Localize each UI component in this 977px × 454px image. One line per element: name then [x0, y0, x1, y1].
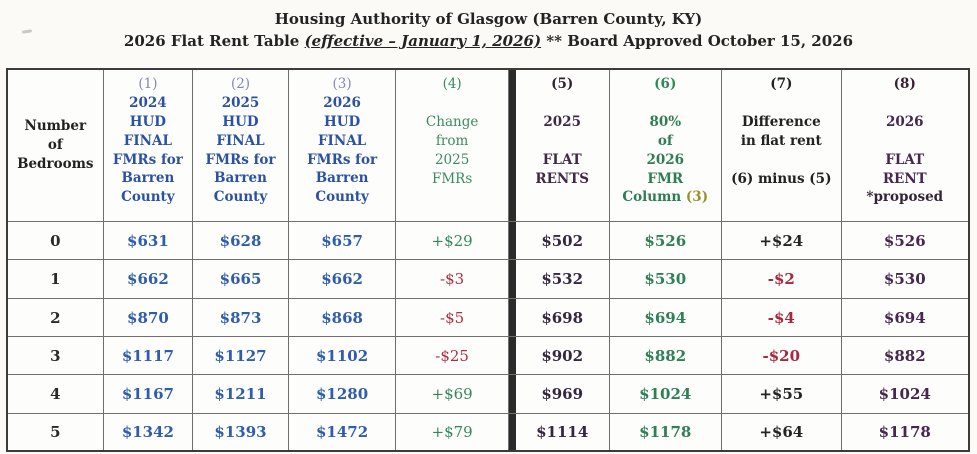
- col-header-2-label: 2025 HUD FINAL FMRs for Barren County: [205, 94, 276, 206]
- fmr-2024-cell: $662: [104, 260, 194, 298]
- col-header-5-label: 2025 FLAT RENTS: [535, 113, 590, 187]
- difference-cell: -$4: [722, 299, 842, 336]
- bedrooms-cell: 4: [8, 375, 104, 413]
- col-number-6: (6): [654, 76, 677, 92]
- bedrooms-cell: 2: [8, 299, 104, 336]
- title-line1: Housing Authority of Glasgow (Barren Cou…: [274, 10, 703, 28]
- difference-cell: +$55: [722, 375, 842, 413]
- proposed-flat-rent-cell: $1178: [878, 423, 931, 441]
- difference-cell: -$20: [722, 337, 842, 374]
- table-row: 4 $1167 $1211 $1280 +$69 $969 $1024 +$55…: [8, 375, 968, 414]
- flat-rent-2025-cell: $698: [508, 299, 610, 336]
- fmr-2025-cell: $665: [193, 260, 289, 298]
- col-number-7: (7): [770, 76, 793, 92]
- fmr-2026-cell: $1102: [289, 337, 397, 374]
- fmr-2026-cell: $662: [289, 260, 397, 298]
- difference-cell: -$2: [722, 260, 842, 298]
- col-header-8-proposed-flat-rent: (8) 2026 FLAT RENT *proposed: [842, 70, 968, 221]
- col-header-4-change: (4) Change from 2025 FMRs: [396, 70, 509, 221]
- col-header-1-2024-hud-fmr: (1) 2024 HUD FINAL FMRs for Barren Count…: [104, 70, 194, 221]
- table-row: 5 $1342 $1393 $1472 +$79 $1114 $1178 +$6…: [8, 414, 968, 450]
- change-cell: +$79: [396, 414, 509, 450]
- change-cell: -$5: [396, 299, 509, 336]
- proposed-flat-rent-cell: $1024: [878, 385, 931, 403]
- table-row: 1 $662 $665 $662 -$3 $532 $530 -$2 $530: [8, 260, 968, 299]
- flat-rent-2025-cell: $532: [508, 260, 610, 298]
- col-number-5: (5): [551, 76, 574, 92]
- col-header-3-label: 2026 HUD FINAL FMRs for Barren County: [307, 94, 378, 206]
- bedrooms-cell: 5: [8, 414, 104, 450]
- flat-rent-2025-cell: $902: [508, 337, 610, 374]
- change-cell: +$69: [396, 375, 509, 413]
- col-number-3: (3): [332, 76, 352, 92]
- col-header-7-difference: (7) Difference in flat rent (6) minus (5…: [722, 70, 842, 221]
- flat-rent-table: Number of Bedrooms (1) 2024 HUD FINAL FM…: [6, 68, 970, 452]
- pct80-fmr-cell: $530: [610, 260, 723, 298]
- pct80-fmr-cell: $882: [610, 337, 723, 374]
- pct80-fmr-cell: $1178: [610, 414, 723, 450]
- proposed-flat-rent-cell: $526: [883, 231, 926, 250]
- col-header-2-2025-hud-fmr: (2) 2025 HUD FINAL FMRs for Barren Count…: [193, 70, 289, 221]
- fmr-2025-cell: $1393: [193, 414, 289, 450]
- col-number-2: (2): [230, 76, 251, 92]
- fmr-2025-cell: $1127: [193, 337, 289, 374]
- change-cell: -$25: [396, 337, 509, 374]
- col-header-6-80pct-fmr: (6) 80% of 2026 FMR Column (3): [610, 70, 723, 221]
- fmr-2025-cell: $873: [193, 299, 289, 336]
- table-row: 3 $1117 $1127 $1102 -$25 $902 $882 -$20 …: [8, 337, 968, 375]
- col-header-bedrooms: Number of Bedrooms: [8, 70, 104, 221]
- fmr-2026-cell: $868: [289, 299, 397, 336]
- change-cell: -$3: [396, 260, 509, 298]
- fmr-2026-cell: $657: [289, 222, 397, 259]
- col-header-1-label: 2024 HUD FINAL FMRs for Barren County: [112, 94, 183, 206]
- col-header-8-label: 2026 FLAT RENT: [882, 113, 927, 187]
- fmr-2025-cell: $628: [193, 222, 289, 259]
- change-cell: +$29: [396, 222, 509, 259]
- proposed-flat-rent-cell: $530: [883, 270, 926, 288]
- title-line2: 2026 Flat Rent Table (effective – Januar…: [0, 31, 977, 53]
- column-ref-label: Column: [622, 189, 686, 206]
- flat-rent-2025-cell: $1114: [508, 414, 610, 450]
- pct80-fmr-cell: $694: [610, 299, 723, 336]
- fmr-2026-cell: $1280: [289, 375, 397, 413]
- pct80-fmr-cell: $526: [610, 222, 723, 259]
- fmr-2024-cell: $1117: [104, 337, 194, 374]
- flat-rent-2025-cell: $502: [508, 222, 610, 259]
- pct80-fmr-cell: $1024: [610, 375, 723, 413]
- col-number-1: (1): [138, 76, 158, 92]
- fmr-2024-cell: $631: [104, 222, 194, 259]
- title-line2-suffix: ** Board Approved October 15, 2026: [541, 31, 854, 50]
- bedrooms-cell: 0: [8, 222, 104, 259]
- table-row: 0 $631 $628 $657 +$29 $502 $526 +$24 $52…: [8, 222, 968, 260]
- col-header-5-2025-flat-rents: (5) 2025 FLAT RENTS: [508, 70, 610, 221]
- col-header-3-2026-hud-fmr: (3) 2026 HUD FINAL FMRs for Barren Count…: [289, 70, 397, 221]
- fmr-2026-cell: $1472: [289, 414, 397, 450]
- fmr-2024-cell: $1167: [104, 375, 194, 413]
- document-title: Housing Authority of Glasgow (Barren Cou…: [0, 9, 977, 53]
- col-header-7-label: Difference in flat rent (6) minus (5): [731, 113, 832, 187]
- column-ref-number: (3): [685, 189, 709, 206]
- bedrooms-cell: 1: [8, 260, 104, 298]
- col-number-4: (4): [442, 76, 462, 92]
- bedrooms-cell: 3: [8, 337, 104, 374]
- col-header-8-proposed-note: *proposed: [866, 189, 944, 206]
- flat-rent-2025-cell: $969: [508, 375, 610, 413]
- table-row: 2 $870 $873 $868 -$5 $698 $694 -$4 $694: [8, 299, 968, 337]
- difference-cell: +$24: [722, 222, 842, 259]
- difference-cell: +$64: [722, 414, 842, 450]
- fmr-2024-cell: $870: [104, 299, 194, 336]
- proposed-flat-rent-cell: $694: [883, 308, 926, 327]
- col-header-6-column-ref: Column (3): [622, 188, 708, 207]
- table-header-row: Number of Bedrooms (1) 2024 HUD FINAL FM…: [8, 70, 968, 222]
- fmr-2024-cell: $1342: [104, 414, 194, 450]
- title-line2-prefix: 2026 Flat Rent Table: [123, 31, 305, 50]
- proposed-flat-rent-cell: $882: [883, 346, 926, 365]
- title-effective-date: (effective – January 1, 2026): [304, 31, 542, 50]
- col-header-6-label: 80% of 2026 FMR: [646, 113, 685, 187]
- col-number-8: (8): [893, 76, 916, 92]
- fmr-2025-cell: $1211: [193, 375, 289, 413]
- col-header-4-label: Change from 2025 FMRs: [425, 113, 479, 187]
